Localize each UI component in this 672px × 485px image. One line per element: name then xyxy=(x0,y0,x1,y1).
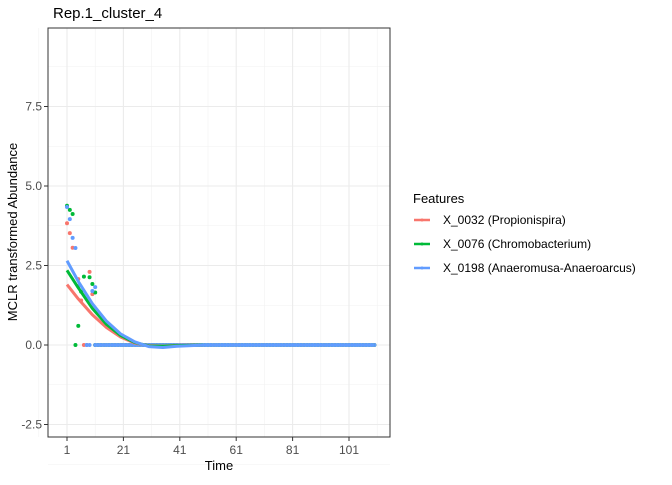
x-axis-label: Time xyxy=(205,458,233,473)
panel-border xyxy=(47,27,391,438)
grid xyxy=(38,28,390,465)
data-point xyxy=(98,343,103,347)
data-point xyxy=(70,211,75,216)
data-point xyxy=(124,343,129,347)
y-axis: -2.5 0.0 2.5 5.0 7.5 xyxy=(21,100,48,432)
y-tick-label: 7.5 xyxy=(25,100,42,114)
data-point xyxy=(87,275,92,280)
data-point xyxy=(73,343,78,347)
data-point xyxy=(101,343,106,347)
y-tick-label: 5.0 xyxy=(25,179,42,193)
x-tick-label: 81 xyxy=(286,443,300,457)
data-point xyxy=(67,231,72,236)
x-tick-label: 61 xyxy=(230,443,244,457)
data-point xyxy=(129,343,134,347)
data-point xyxy=(90,281,95,286)
data-point xyxy=(118,343,123,347)
legend-label: X_0032 (Propionispira) xyxy=(443,213,566,227)
data-point xyxy=(93,285,98,290)
data-point xyxy=(110,343,115,347)
data-point xyxy=(96,343,101,347)
legend-title: Features xyxy=(413,191,465,206)
data-point xyxy=(67,217,72,222)
data-point xyxy=(84,343,89,347)
data-point xyxy=(90,288,95,293)
data-point xyxy=(127,343,132,347)
y-tick-label: 2.5 xyxy=(25,259,42,273)
data-point xyxy=(67,207,72,212)
data-point xyxy=(104,343,109,347)
data-point xyxy=(65,221,69,226)
y-tick-label: 0.0 xyxy=(25,338,42,352)
legend-key-point xyxy=(420,218,424,222)
data-point xyxy=(93,343,98,347)
y-tick-label: -2.5 xyxy=(21,418,42,432)
x-tick-label: 101 xyxy=(339,443,359,457)
x-axis: 1 21 41 61 81 101 xyxy=(64,437,359,457)
data-point xyxy=(87,343,92,347)
data-point xyxy=(81,274,86,279)
data-point xyxy=(115,343,120,347)
data-point xyxy=(87,269,92,274)
data-point xyxy=(81,343,86,347)
chart-title: Rep.1_cluster_4 xyxy=(53,5,162,22)
x-tick-label: 21 xyxy=(117,443,131,457)
legend-key-point xyxy=(420,242,424,246)
legend-label: X_0198 (Anaeromusa-Anaeroarcus) xyxy=(443,261,636,275)
y-axis-label: MCLR transformed Abundance xyxy=(5,143,20,321)
data-point xyxy=(121,343,126,347)
data-point xyxy=(76,323,81,328)
fit-line xyxy=(65,260,375,350)
x-tick-label: 1 xyxy=(64,443,71,457)
data-point xyxy=(107,343,112,347)
x-tick-label: 41 xyxy=(173,443,187,457)
legend: X_0032 (Propionispira) X_0076 (Chromobact… xyxy=(414,213,636,275)
legend-key-point xyxy=(420,266,424,270)
data-point xyxy=(65,204,69,209)
data-point xyxy=(112,343,117,347)
data-point xyxy=(73,246,78,251)
marks xyxy=(65,203,377,350)
data-point xyxy=(70,235,75,240)
plot-panel xyxy=(48,28,390,437)
legend-label: X_0076 (Chromobacterium) xyxy=(443,237,591,251)
